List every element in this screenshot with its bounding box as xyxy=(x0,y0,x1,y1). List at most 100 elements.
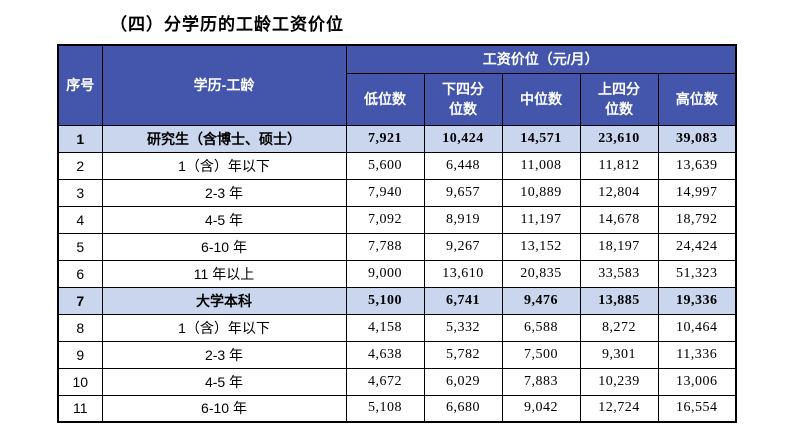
cell-value: 14,571 xyxy=(501,124,581,153)
row-no: 4 xyxy=(57,205,103,234)
cell-value: 13,610 xyxy=(423,259,503,288)
cell-value: 9,267 xyxy=(423,232,503,261)
cell-value: 14,678 xyxy=(579,205,659,234)
row-no: 11 xyxy=(57,394,103,423)
header-upper-quartile: 上四分 位数 xyxy=(579,72,659,126)
cell-value: 23,610 xyxy=(579,124,659,153)
cell-value: 4,672 xyxy=(345,367,425,396)
cell-value: 5,782 xyxy=(423,340,503,369)
row-no: 6 xyxy=(57,259,103,288)
cell-value: 5,600 xyxy=(345,151,425,180)
page-title: （四）分学历的工龄工资价位 xyxy=(110,15,344,34)
table-row: 10 4-5 年 4,672 6,029 7,883 10,239 13,006 xyxy=(57,367,737,396)
table-row: 6 11 年以上 9,000 13,610 20,835 33,583 51,3… xyxy=(57,259,737,288)
row-label: 研究生（含博士、硕士） xyxy=(101,124,347,153)
row-label: 2-3 年 xyxy=(101,178,347,207)
cell-value: 6,741 xyxy=(423,286,503,315)
cell-value: 11,812 xyxy=(579,151,659,180)
header-low-decile: 低位数 xyxy=(345,72,425,126)
cell-value: 8,919 xyxy=(423,205,503,234)
header-row-stats: 低位数 下四分 位数 中位数 上四分 位数 高位数 xyxy=(58,72,737,126)
table-row: 9 2-3 年 4,638 5,782 7,500 9,301 11,336 xyxy=(57,340,737,369)
cell-value: 16,554 xyxy=(657,394,737,423)
cell-value: 20,835 xyxy=(501,259,581,288)
cell-value: 13,885 xyxy=(579,286,659,315)
cell-value: 7,092 xyxy=(345,205,425,234)
cell-value: 39,083 xyxy=(657,124,737,153)
header-median: 中位数 xyxy=(501,72,581,126)
cell-value: 24,424 xyxy=(657,232,737,261)
row-label: 1（含）年以下 xyxy=(101,313,347,342)
cell-value: 7,921 xyxy=(345,124,425,153)
cell-value: 14,997 xyxy=(657,178,737,207)
cell-value: 13,639 xyxy=(657,151,737,180)
row-label: 大学本科 xyxy=(101,286,347,315)
row-label: 11 年以上 xyxy=(101,259,347,288)
wage-price-table: 序号 学历-工龄 工资价位（元/月） 低位数 下四分 位数 中位数 上四分 位数… xyxy=(57,44,737,423)
cell-value: 11,197 xyxy=(501,205,581,234)
cell-value: 7,788 xyxy=(345,232,425,261)
cell-value: 11,336 xyxy=(657,340,737,369)
cell-value: 51,323 xyxy=(657,259,737,288)
row-label: 4-5 年 xyxy=(101,205,347,234)
cell-value: 13,006 xyxy=(657,367,737,396)
cell-value: 10,239 xyxy=(579,367,659,396)
table-row: 11 6-10 年 5,108 6,680 9,042 12,724 16,55… xyxy=(57,394,737,423)
cell-value: 11,008 xyxy=(501,151,581,180)
table-row: 4 4-5 年 7,092 8,919 11,197 14,678 18,792 xyxy=(57,205,737,234)
cell-value: 9,657 xyxy=(423,178,503,207)
cell-value: 7,500 xyxy=(501,340,581,369)
header-high-decile: 高位数 xyxy=(657,72,737,126)
row-label: 1（含）年以下 xyxy=(101,151,347,180)
header-wage-price-group: 工资价位（元/月） xyxy=(345,44,737,74)
cell-value: 12,804 xyxy=(579,178,659,207)
cell-value: 4,158 xyxy=(345,313,425,342)
cell-value: 6,448 xyxy=(423,151,503,180)
table-row: 5 6-10 年 7,788 9,267 13,152 18,197 24,42… xyxy=(57,232,737,261)
row-no: 5 xyxy=(57,232,103,261)
table-row: 2 1（含）年以下 5,600 6,448 11,008 11,812 13,6… xyxy=(57,151,737,180)
row-no: 9 xyxy=(57,340,103,369)
row-label: 6-10 年 xyxy=(101,232,347,261)
header-education-tenure: 学历-工龄 xyxy=(101,44,347,126)
cell-value: 7,883 xyxy=(501,367,581,396)
cell-value: 5,332 xyxy=(423,313,503,342)
cell-value: 7,940 xyxy=(345,178,425,207)
row-label: 2-3 年 xyxy=(101,340,347,369)
header-row-group: 序号 学历-工龄 工资价位（元/月） xyxy=(57,44,737,126)
row-no: 1 xyxy=(57,124,103,153)
cell-value: 9,000 xyxy=(345,259,425,288)
row-no: 7 xyxy=(57,286,103,315)
header-lower-quartile: 下四分 位数 xyxy=(423,72,503,126)
table-row: 7 大学本科 5,100 6,741 9,476 13,885 19,336 xyxy=(57,286,737,315)
cell-value: 6,029 xyxy=(423,367,503,396)
header-serial-number: 序号 xyxy=(57,44,103,126)
cell-value: 10,889 xyxy=(501,178,581,207)
cell-value: 10,424 xyxy=(423,124,503,153)
cell-value: 5,108 xyxy=(345,394,425,423)
cell-value: 13,152 xyxy=(501,232,581,261)
cell-value: 9,476 xyxy=(501,286,581,315)
row-no: 2 xyxy=(57,151,103,180)
cell-value: 8,272 xyxy=(579,313,659,342)
row-label: 6-10 年 xyxy=(101,394,347,423)
row-no: 3 xyxy=(57,178,103,207)
cell-value: 33,583 xyxy=(579,259,659,288)
table-row: 1 研究生（含博士、硕士） 7,921 10,424 14,571 23,610… xyxy=(57,124,737,153)
cell-value: 12,724 xyxy=(579,394,659,423)
cell-value: 6,588 xyxy=(501,313,581,342)
cell-value: 4,638 xyxy=(345,340,425,369)
cell-value: 5,100 xyxy=(345,286,425,315)
cell-value: 19,336 xyxy=(657,286,737,315)
row-no: 10 xyxy=(57,367,103,396)
cell-value: 9,301 xyxy=(579,340,659,369)
cell-value: 6,680 xyxy=(423,394,503,423)
cell-value: 9,042 xyxy=(501,394,581,423)
cell-value: 18,197 xyxy=(579,232,659,261)
table-row: 8 1（含）年以下 4,158 5,332 6,588 8,272 10,464 xyxy=(57,313,737,342)
row-label: 4-5 年 xyxy=(101,367,347,396)
row-no: 8 xyxy=(57,313,103,342)
table-row: 3 2-3 年 7,940 9,657 10,889 12,804 14,997 xyxy=(57,178,737,207)
cell-value: 10,464 xyxy=(657,313,737,342)
